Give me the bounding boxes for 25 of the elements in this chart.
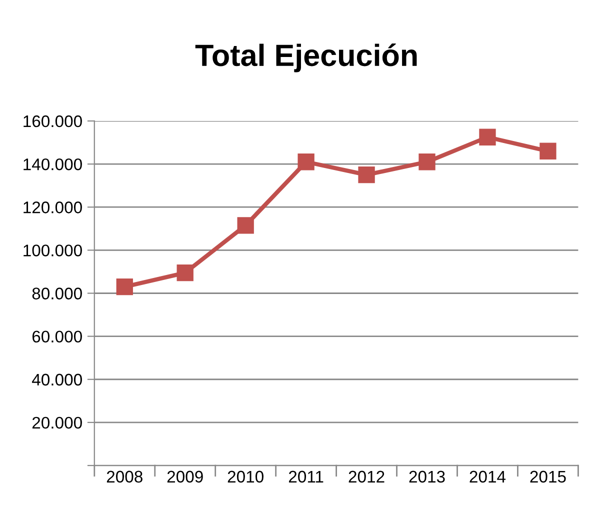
y-tick-label: 140.000 [24, 158, 82, 170]
y-tick-label: 160.000 [24, 115, 82, 128]
point [418, 154, 436, 170]
y-tick-label: 120.000 [24, 202, 82, 214]
x-tick-label: 2015 [530, 470, 566, 483]
y-tick-label: 40.000 [32, 374, 82, 386]
y-tick-label: 100.000 [24, 244, 82, 256]
x-tick-label: 2012 [348, 470, 384, 483]
y-tick-label: 20.000 [32, 416, 82, 429]
x-tick-label: 2010 [228, 470, 264, 483]
point [540, 142, 556, 160]
point [176, 264, 194, 282]
x-tick-label: 2009 [167, 470, 203, 483]
chart-title: Total Ejecución [195, 43, 417, 72]
y-tick-label: 60.000 [32, 330, 82, 343]
x-tick-label: 2008 [106, 470, 142, 483]
point [116, 278, 133, 296]
x-tick-label: 2014 [470, 470, 506, 483]
x-tick-label: 2013 [409, 470, 445, 483]
x-tick-label: 2011 [288, 470, 324, 483]
point [358, 166, 375, 184]
point [479, 128, 496, 146]
point [298, 154, 314, 170]
point [237, 217, 254, 234]
y-tick-label: 80.000 [32, 288, 82, 300]
